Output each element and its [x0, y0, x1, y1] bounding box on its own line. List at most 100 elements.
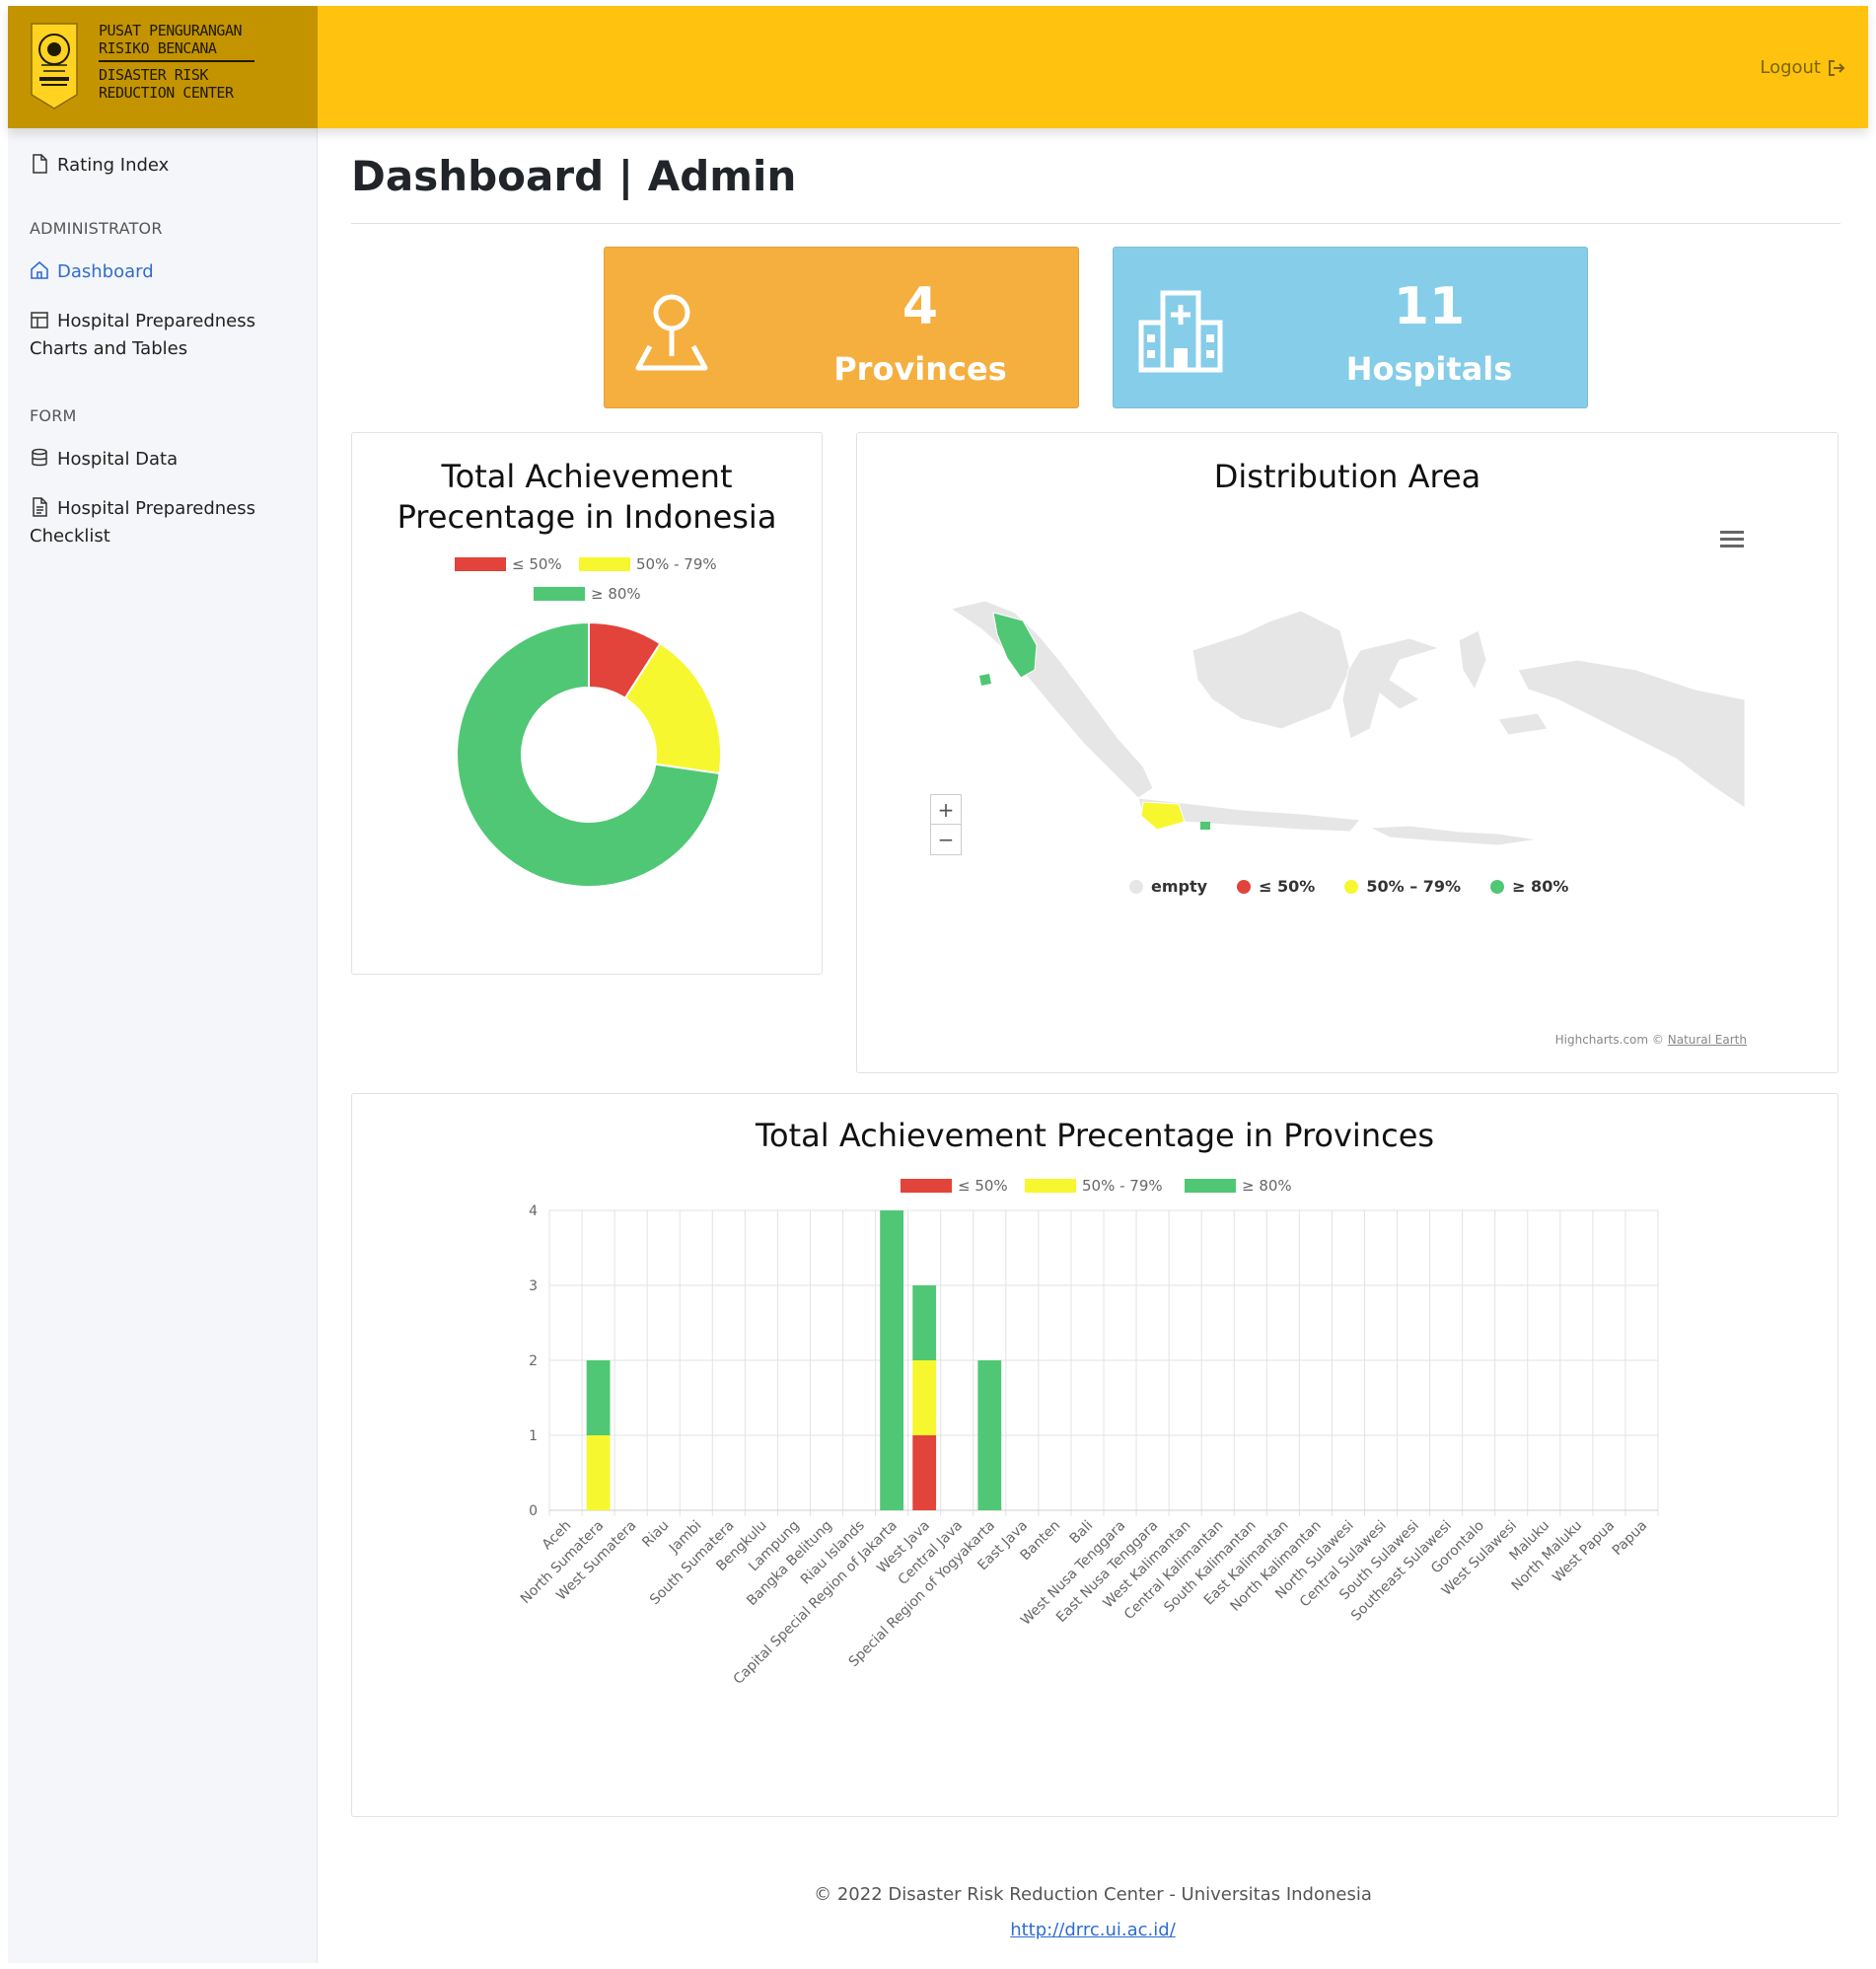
hospitals-label: Hospitals: [1345, 350, 1513, 388]
brand-line-3: DISASTER RISK: [99, 66, 208, 84]
sidebar-item-label: Checklist: [30, 526, 110, 547]
document-icon: [33, 497, 47, 517]
brand-line-2: RISIKO BENCANA: [99, 39, 217, 57]
legend-label: 50% – 79%: [1366, 877, 1462, 896]
legend-swatch-red: [901, 1179, 952, 1193]
legend-swatch-red: [455, 557, 506, 571]
donut-legend-item-red[interactable]: ≤ 50%: [455, 555, 562, 573]
zoom-out-button[interactable]: −: [937, 828, 955, 851]
bar-chart-title: Total Achievement Precentage in Province…: [755, 1117, 1435, 1154]
hospitals-stat-card[interactable]: 11 Hospitals: [1113, 247, 1588, 408]
brand-line-4: REDUCTION CENTER: [99, 84, 234, 102]
y-tick-label: 4: [529, 1203, 538, 1219]
bar-legend-item-green[interactable]: ≥ 80%: [1185, 1177, 1292, 1195]
brand-line-1: PUSAT PENGURANGAN: [99, 22, 243, 39]
brand-text: PUSAT PENGURANGAN RISIKO BENCANA DISASTE…: [99, 22, 262, 102]
brand-block[interactable]: PUSAT PENGURANGAN RISIKO BENCANA DISASTE…: [8, 6, 318, 128]
title-divider: [351, 223, 1840, 224]
map-zoom-controls: + −: [930, 794, 962, 855]
bar-segment[interactable]: [977, 1360, 1002, 1510]
legend-label: ≤ 50%: [512, 555, 562, 573]
legend-dot-green: [1490, 880, 1505, 894]
legend-label: 50% - 79%: [636, 555, 717, 573]
map-region-papua: [1517, 659, 1746, 809]
y-tick-label: 2: [529, 1353, 538, 1369]
brand-divider: [99, 60, 254, 62]
page-title: Dashboard | Admin: [351, 152, 797, 200]
bar-segment[interactable]: [586, 1360, 611, 1435]
legend-dot-red: [1237, 880, 1252, 894]
map-pin-icon: [635, 294, 708, 371]
hamburger-menu-icon[interactable]: [1719, 528, 1745, 549]
donut-slice-green[interactable]: [456, 620, 721, 888]
bar-legend-item-yellow[interactable]: 50% - 79%: [1025, 1177, 1163, 1195]
legend-dot-empty: [1129, 880, 1143, 894]
footer-link-text[interactable]: http://drrc.ui.ac.id/: [1010, 1920, 1176, 1940]
sidebar-item-hospital-preparedness-charts[interactable]: Hospital Preparedness Charts and Tables: [30, 308, 255, 363]
bar-legend-item-red[interactable]: ≤ 50%: [901, 1177, 1008, 1195]
provinces-count: 4: [902, 277, 939, 336]
donut-legend-item-green[interactable]: ≥ 80%: [534, 585, 641, 603]
logout-icon: [1829, 59, 1845, 76]
credits-link[interactable]: Natural Earth: [1667, 1033, 1747, 1047]
sidebar-section-administrator: ADMINISTRATOR: [30, 219, 163, 238]
table-icon: [31, 312, 48, 328]
map-legend-item-empty[interactable]: empty: [1129, 877, 1207, 896]
map-region-north-sumatera: [992, 612, 1038, 679]
bar-segment[interactable]: [912, 1360, 937, 1435]
provinces-label: Provinces: [833, 350, 1007, 388]
legend-label: ≤ 50%: [958, 1177, 1008, 1195]
legend-label: ≥ 80%: [591, 585, 641, 603]
map-region-yogyakarta: [1200, 822, 1210, 830]
map-region-kalimantan: [1191, 610, 1351, 730]
map-legend-item-red[interactable]: ≤ 50%: [1237, 877, 1315, 896]
legend-label: empty: [1151, 877, 1208, 896]
map-legend-item-yellow[interactable]: 50% – 79%: [1344, 877, 1461, 896]
sidebar: Rating Index ADMINISTRATOR Dashboard Hos…: [8, 128, 318, 1963]
sidebar-item-hospital-data[interactable]: Hospital Data: [30, 446, 178, 474]
zoom-in-button[interactable]: +: [931, 795, 961, 825]
donut-legend-item-yellow[interactable]: 50% - 79%: [579, 555, 717, 573]
donut-chart-title-2: Precentage in Indonesia: [397, 498, 777, 536]
map-region-sulawesi: [1341, 637, 1441, 740]
donut-chart-title-1: Total Achievement: [441, 458, 733, 495]
sidebar-item-label: Charts and Tables: [30, 338, 188, 359]
y-tick-label: 3: [529, 1278, 538, 1294]
hospital-icon: [1138, 290, 1223, 373]
legend-swatch-yellow: [1025, 1179, 1076, 1193]
footer-link[interactable]: http://drrc.ui.ac.id/: [8, 1920, 1868, 1940]
legend-label: ≥ 80%: [1242, 1177, 1292, 1195]
map-region-west-java: [1140, 801, 1186, 831]
province-bar-chart-card: Total Achievement Precentage in Province…: [351, 1093, 1839, 1817]
logout-button[interactable]: Logout: [1760, 57, 1846, 78]
database-icon: [32, 448, 47, 467]
donut-chart-card: Total Achievement Precentage in Indonesi…: [351, 432, 823, 975]
bar-segment[interactable]: [880, 1210, 904, 1510]
sidebar-item-label: Dashboard: [57, 261, 154, 282]
sidebar-section-form: FORM: [30, 406, 77, 425]
logout-label: Logout: [1760, 57, 1821, 78]
provinces-stat-card[interactable]: 4 Provinces: [604, 247, 1079, 408]
sidebar-item-label: Hospital Preparedness: [57, 498, 255, 519]
sidebar-item-hospital-preparedness-checklist[interactable]: Hospital Preparedness Checklist: [30, 495, 255, 550]
home-icon: [31, 260, 48, 279]
sidebar-item-rating-index[interactable]: Rating Index: [30, 152, 169, 180]
universitas-indonesia-logo: [31, 23, 78, 109]
top-header: PUSAT PENGURANGAN RISIKO BENCANA DISASTE…: [8, 6, 1868, 128]
map-region-maluku: [1458, 629, 1549, 736]
bar-segment[interactable]: [912, 1435, 937, 1510]
file-icon: [33, 154, 47, 174]
sidebar-item-dashboard[interactable]: Dashboard: [30, 258, 154, 286]
credits-text: Highcharts.com ©: [1554, 1033, 1664, 1047]
bar-segment[interactable]: [912, 1285, 937, 1360]
legend-swatch-yellow: [579, 557, 630, 571]
app-frame: PUSAT PENGURANGAN RISIKO BENCANA DISASTE…: [8, 6, 1868, 1963]
footer-copyright: © 2022 Disaster Risk Reduction Center - …: [814, 1884, 1372, 1905]
legend-label: ≥ 80%: [1512, 877, 1569, 896]
map-legend: empty ≤ 50% 50% – 79% ≥ 80%: [1129, 877, 1568, 896]
map-legend-item-green[interactable]: ≥ 80%: [1490, 877, 1568, 896]
sidebar-item-label: Hospital Preparedness: [57, 311, 255, 331]
distribution-map-card: Distribution Area + −: [856, 432, 1839, 1073]
bar-segment[interactable]: [586, 1435, 611, 1510]
